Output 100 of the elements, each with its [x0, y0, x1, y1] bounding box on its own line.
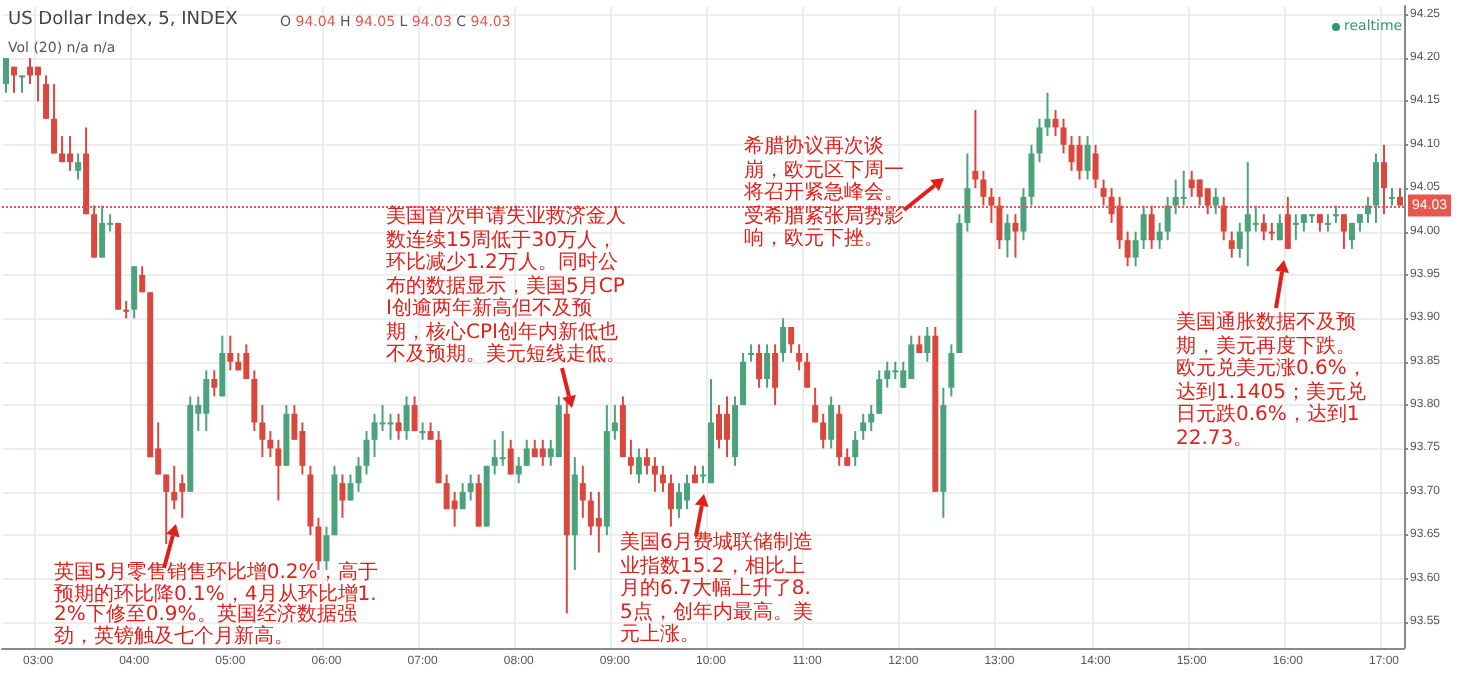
candlestick — [756, 343, 763, 389]
candlestick — [1204, 187, 1211, 216]
annotation: 英国5月零售销售环比增0.2%，高于预期的环比降0.1%，4月从环比增1.2%下修至0.9%。英国经济数据强劲，英镑触及七个月新高。 — [54, 562, 380, 648]
candlestick — [724, 395, 731, 459]
candlestick — [1276, 213, 1283, 242]
candlestick — [1020, 187, 1027, 242]
candlestick — [1092, 143, 1099, 190]
candlestick — [1388, 187, 1395, 207]
candlestick — [227, 334, 234, 372]
candlestick — [1196, 178, 1203, 207]
candlestick — [828, 395, 835, 450]
candlestick — [27, 57, 34, 86]
candlestick — [643, 447, 650, 476]
candlestick — [411, 395, 418, 433]
candlestick — [19, 74, 26, 94]
candlestick — [1140, 204, 1147, 250]
candlestick — [1244, 161, 1251, 268]
candlestick — [259, 404, 266, 459]
candlestick — [1156, 221, 1163, 250]
candlestick — [1380, 143, 1387, 216]
candlestick — [179, 473, 186, 519]
candlestick — [203, 369, 210, 433]
candlestick — [539, 438, 546, 467]
annotation: 希腊协议再次谈崩，欧元区下周一将召开紧急峰会。受希腊紧张局势影响，欧元下挫。 — [744, 136, 906, 251]
candlestick — [667, 473, 674, 528]
candlestick — [964, 152, 971, 233]
candlestick — [1028, 143, 1035, 207]
candlestick — [467, 473, 474, 502]
candlestick — [1212, 187, 1219, 216]
candlestick — [43, 74, 50, 120]
candlestick — [395, 412, 402, 441]
candlestick — [876, 369, 883, 415]
candlestick — [1060, 117, 1067, 155]
candlestick — [675, 482, 682, 519]
chart-title: US Dollar Index, 5, INDEX — [8, 10, 238, 30]
candlestick — [627, 438, 634, 476]
candlestick — [379, 404, 386, 433]
candlestick — [868, 404, 875, 433]
candlestick — [659, 464, 666, 493]
candlestick — [219, 334, 226, 398]
candlestick — [884, 360, 891, 389]
candlestick — [924, 326, 931, 363]
candlestick — [51, 83, 58, 155]
candlestick — [740, 352, 747, 407]
candlestick — [748, 343, 755, 363]
candlestick — [1252, 204, 1259, 233]
candlestick — [243, 343, 250, 381]
candlestick — [1172, 178, 1179, 216]
candlestick — [363, 430, 370, 476]
candlestick — [1340, 213, 1347, 250]
candlestick — [908, 334, 915, 381]
candlestick — [299, 421, 306, 476]
candlestick — [67, 135, 74, 172]
candlestick — [35, 65, 42, 103]
candlestick — [820, 412, 827, 450]
candlestick — [587, 490, 594, 537]
candlestick — [651, 456, 658, 493]
candlestick — [836, 404, 843, 467]
candlestick — [852, 430, 859, 467]
candlestick — [443, 473, 450, 511]
candlestick — [451, 490, 458, 528]
candlestick — [171, 464, 178, 511]
candlestick — [91, 204, 98, 259]
candlestick — [980, 169, 987, 207]
candlestick — [523, 438, 530, 467]
candlestick — [1084, 135, 1091, 181]
candlestick — [988, 187, 995, 224]
candlestick — [1284, 195, 1291, 250]
candlestick — [131, 265, 138, 320]
candlestick — [99, 204, 106, 259]
candlestick — [1348, 221, 1355, 250]
candlestick — [812, 386, 819, 424]
candlestick — [1124, 230, 1131, 268]
candlestick — [996, 195, 1003, 250]
candlestick — [948, 343, 955, 398]
candlestick — [371, 412, 378, 459]
candlestick — [595, 490, 602, 554]
candlestick — [59, 135, 66, 164]
candlestick — [11, 65, 18, 94]
candlestick — [2, 57, 9, 94]
candlestick — [1228, 230, 1235, 259]
candlestick — [1324, 213, 1331, 233]
candlestick — [1260, 213, 1267, 242]
candlestick — [1004, 213, 1011, 259]
candlestick — [579, 464, 586, 519]
candlestick — [1100, 178, 1107, 207]
candlestick — [1236, 221, 1243, 259]
candlestick — [1036, 117, 1043, 164]
candlestick — [1012, 213, 1019, 259]
annotation: 美国6月费城联储制造业指数15.2，相比上月的6.7大幅上升了8.5点，创年内最高。美元上涨。 — [620, 532, 815, 647]
candlestick — [251, 369, 258, 433]
candlestick — [1188, 169, 1195, 198]
candlestick — [635, 447, 642, 485]
candlestick — [780, 317, 787, 363]
candlestick — [1292, 213, 1299, 242]
candlestick — [347, 473, 354, 502]
candlestick — [475, 473, 482, 528]
candlestick — [267, 430, 274, 459]
candlestick — [796, 343, 803, 372]
candlestick — [1068, 135, 1075, 172]
